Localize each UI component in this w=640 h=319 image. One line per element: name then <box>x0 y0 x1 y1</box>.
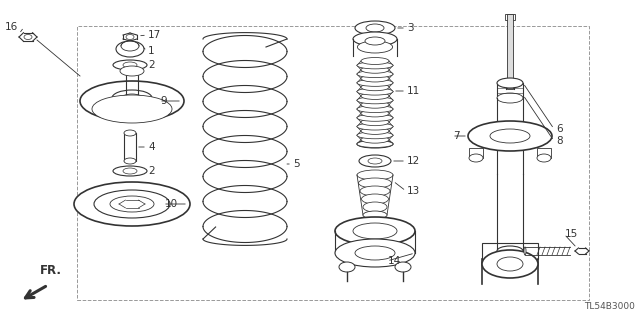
Ellipse shape <box>122 94 142 102</box>
Ellipse shape <box>123 62 137 68</box>
Ellipse shape <box>357 88 393 95</box>
Ellipse shape <box>123 168 137 174</box>
Ellipse shape <box>92 95 172 123</box>
Ellipse shape <box>497 246 523 256</box>
Ellipse shape <box>497 93 523 103</box>
Bar <box>507 14 513 89</box>
Ellipse shape <box>468 121 552 151</box>
Ellipse shape <box>121 41 139 51</box>
Bar <box>482 243 538 259</box>
Bar <box>124 133 136 161</box>
Text: 9: 9 <box>160 96 166 106</box>
Text: 6: 6 <box>556 124 563 134</box>
Ellipse shape <box>335 239 415 267</box>
Ellipse shape <box>361 75 389 82</box>
Bar <box>497 83 523 98</box>
Ellipse shape <box>74 182 190 226</box>
Ellipse shape <box>353 32 397 46</box>
Ellipse shape <box>124 130 136 136</box>
Ellipse shape <box>537 154 551 162</box>
Ellipse shape <box>490 129 530 143</box>
Text: 11: 11 <box>407 86 420 96</box>
Text: 7: 7 <box>453 131 460 141</box>
Ellipse shape <box>361 84 389 91</box>
Ellipse shape <box>339 262 355 272</box>
Text: 12: 12 <box>407 156 420 166</box>
Ellipse shape <box>110 196 154 212</box>
Ellipse shape <box>355 21 395 35</box>
Text: 3: 3 <box>407 23 413 33</box>
Ellipse shape <box>358 178 392 188</box>
Ellipse shape <box>361 127 389 134</box>
Ellipse shape <box>366 24 384 32</box>
Ellipse shape <box>361 66 389 73</box>
Ellipse shape <box>357 123 393 130</box>
Ellipse shape <box>357 106 393 113</box>
Ellipse shape <box>365 37 385 45</box>
Text: 13: 13 <box>407 186 420 196</box>
Bar <box>77 26 589 300</box>
Ellipse shape <box>357 97 393 104</box>
Ellipse shape <box>116 41 144 57</box>
Ellipse shape <box>361 110 389 117</box>
Ellipse shape <box>357 62 393 69</box>
Ellipse shape <box>361 119 389 126</box>
Text: 2: 2 <box>148 166 155 176</box>
Bar <box>469 148 483 158</box>
Text: 15: 15 <box>565 229 579 239</box>
Ellipse shape <box>363 202 387 212</box>
Ellipse shape <box>361 101 389 108</box>
Ellipse shape <box>120 66 144 76</box>
Ellipse shape <box>355 246 395 260</box>
Ellipse shape <box>362 194 388 204</box>
Ellipse shape <box>357 140 393 147</box>
Ellipse shape <box>112 90 152 106</box>
Ellipse shape <box>497 257 523 271</box>
Ellipse shape <box>361 93 389 100</box>
Ellipse shape <box>113 166 147 176</box>
Ellipse shape <box>360 186 390 196</box>
Text: 5: 5 <box>293 159 300 169</box>
Ellipse shape <box>335 217 415 245</box>
Ellipse shape <box>363 211 387 219</box>
Ellipse shape <box>357 140 393 148</box>
Ellipse shape <box>361 57 389 64</box>
Ellipse shape <box>113 60 147 70</box>
Text: 1: 1 <box>148 46 155 56</box>
Text: 8: 8 <box>556 136 563 146</box>
Bar <box>505 14 515 20</box>
Ellipse shape <box>353 223 397 239</box>
Ellipse shape <box>524 247 526 255</box>
Ellipse shape <box>24 34 32 40</box>
Ellipse shape <box>368 158 382 164</box>
Text: 4: 4 <box>148 142 155 152</box>
Text: 10: 10 <box>165 199 178 209</box>
Ellipse shape <box>482 250 538 278</box>
Ellipse shape <box>357 114 393 121</box>
Ellipse shape <box>357 70 393 78</box>
Text: 2: 2 <box>148 60 155 70</box>
Text: 16: 16 <box>5 22 19 32</box>
Ellipse shape <box>357 79 393 86</box>
Bar <box>537 148 551 158</box>
Ellipse shape <box>497 78 523 88</box>
Ellipse shape <box>357 41 392 53</box>
Ellipse shape <box>469 154 483 162</box>
Ellipse shape <box>359 155 391 167</box>
Ellipse shape <box>94 190 170 218</box>
Ellipse shape <box>124 158 136 164</box>
Text: 17: 17 <box>148 30 161 40</box>
Ellipse shape <box>126 34 134 40</box>
Text: FR.: FR. <box>40 264 62 277</box>
Text: TL54B3000: TL54B3000 <box>584 302 635 311</box>
Ellipse shape <box>80 81 184 121</box>
Ellipse shape <box>357 132 393 139</box>
Text: 14: 14 <box>388 256 401 266</box>
Ellipse shape <box>361 136 389 143</box>
Ellipse shape <box>395 262 411 272</box>
Ellipse shape <box>357 170 393 180</box>
